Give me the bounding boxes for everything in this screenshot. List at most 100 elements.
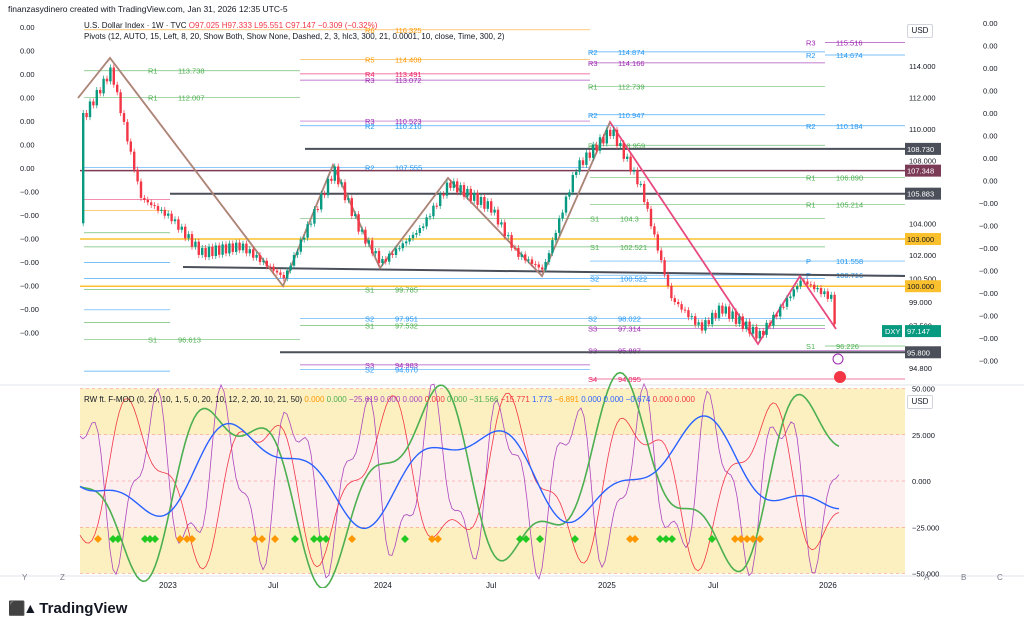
zigzag-green[interactable] bbox=[77, 57, 611, 288]
candle-body[interactable] bbox=[751, 326, 755, 334]
candle-body[interactable] bbox=[252, 249, 255, 258]
candle-body[interactable] bbox=[282, 274, 285, 279]
candle-body[interactable] bbox=[296, 251, 299, 256]
signal-diamond[interactable] bbox=[708, 535, 716, 543]
candle-body[interactable] bbox=[615, 129, 619, 147]
candle-body[interactable] bbox=[255, 254, 258, 258]
candle-body[interactable] bbox=[646, 202, 649, 209]
signal-diamond[interactable] bbox=[316, 535, 324, 543]
candle-body[interactable] bbox=[622, 143, 625, 159]
price-badge[interactable] bbox=[905, 187, 941, 200]
candle-body[interactable] bbox=[476, 192, 479, 205]
candle-body[interactable] bbox=[235, 242, 238, 252]
signal-diamond[interactable] bbox=[668, 535, 676, 543]
signal-diamond[interactable] bbox=[571, 535, 579, 543]
candle-body[interactable] bbox=[173, 219, 177, 222]
candle-body[interactable] bbox=[231, 243, 234, 252]
candle-body[interactable] bbox=[238, 242, 241, 251]
candle-body[interactable] bbox=[503, 222, 506, 237]
candle-body[interactable] bbox=[636, 170, 639, 185]
candle-body[interactable] bbox=[136, 169, 139, 182]
symbol-badge[interactable] bbox=[882, 325, 902, 338]
candle-body[interactable] bbox=[139, 181, 143, 198]
candle-body[interactable] bbox=[347, 198, 350, 201]
signal-diamond[interactable] bbox=[743, 535, 751, 543]
candle-body[interactable] bbox=[588, 152, 591, 158]
candle-body[interactable] bbox=[316, 208, 319, 210]
candle-body[interactable] bbox=[313, 208, 316, 224]
candle-body[interactable] bbox=[568, 192, 571, 197]
candle-body[interactable] bbox=[92, 101, 95, 106]
candle-body[interactable] bbox=[299, 239, 302, 252]
candle-body[interactable] bbox=[799, 280, 802, 287]
candle-body[interactable] bbox=[605, 129, 608, 144]
signal-diamond[interactable] bbox=[141, 535, 149, 543]
signal-diamond[interactable] bbox=[348, 535, 356, 543]
candle-body[interactable] bbox=[456, 181, 459, 193]
candle-body[interactable] bbox=[160, 209, 163, 211]
candle-body[interactable] bbox=[670, 285, 673, 299]
candle-body[interactable] bbox=[823, 291, 826, 295]
candle-body[interactable] bbox=[432, 205, 435, 217]
candle-body[interactable] bbox=[789, 296, 792, 299]
candle-body[interactable] bbox=[190, 234, 194, 247]
candle-body[interactable] bbox=[554, 232, 557, 241]
candle-body[interactable] bbox=[721, 305, 724, 314]
candle-body[interactable] bbox=[449, 182, 452, 188]
candle-body[interactable] bbox=[442, 194, 445, 196]
candle-body[interactable] bbox=[632, 170, 636, 172]
signal-diamond[interactable] bbox=[626, 535, 634, 543]
range-button-z[interactable]: Z bbox=[60, 573, 65, 582]
candle-body[interactable] bbox=[452, 181, 455, 188]
candle-body[interactable] bbox=[575, 171, 578, 175]
currency-badge-oscillator[interactable]: USD bbox=[907, 395, 933, 409]
candle-body[interactable] bbox=[245, 243, 248, 254]
candle-body[interactable] bbox=[690, 316, 693, 318]
candle-body[interactable] bbox=[269, 266, 272, 268]
signal-diamond[interactable] bbox=[322, 535, 330, 543]
candle-body[interactable] bbox=[350, 198, 353, 216]
signal-diamond[interactable] bbox=[310, 535, 318, 543]
candle-body[interactable] bbox=[85, 113, 88, 118]
candle-body[interactable] bbox=[649, 208, 653, 227]
candle-body[interactable] bbox=[680, 304, 683, 310]
candle-body[interactable] bbox=[473, 192, 476, 201]
candle-body[interactable] bbox=[326, 178, 330, 196]
candle-body[interactable] bbox=[819, 288, 823, 295]
candle-body[interactable] bbox=[445, 182, 449, 196]
candle-body[interactable] bbox=[197, 241, 200, 255]
candle-body[interactable] bbox=[462, 185, 466, 197]
candle-body[interactable] bbox=[367, 240, 370, 244]
candle-body[interactable] bbox=[745, 321, 748, 329]
chart-container[interactable]: 114.000112.000110.000108.000106.000104.0… bbox=[0, 18, 1024, 588]
candle-body[interactable] bbox=[388, 253, 391, 262]
candle-body[interactable] bbox=[490, 201, 493, 213]
candle-body[interactable] bbox=[707, 320, 710, 325]
candle-body[interactable] bbox=[133, 151, 136, 170]
candle-body[interactable] bbox=[180, 226, 183, 230]
candle-body[interactable] bbox=[673, 298, 676, 303]
candle-body[interactable] bbox=[483, 196, 486, 209]
candle-body[interactable] bbox=[717, 305, 721, 318]
osc-line-green[interactable] bbox=[79, 371, 840, 588]
candle-body[interactable] bbox=[677, 302, 680, 305]
candle-body[interactable] bbox=[609, 129, 612, 137]
candle-body[interactable] bbox=[496, 209, 500, 225]
candle-body[interactable] bbox=[303, 237, 306, 240]
candle-body[interactable] bbox=[153, 205, 156, 207]
candle-body[interactable] bbox=[170, 213, 173, 222]
candle-body[interactable] bbox=[398, 248, 401, 250]
candle-body[interactable] bbox=[551, 240, 554, 254]
signal-diamond[interactable] bbox=[176, 535, 184, 543]
candle-body[interactable] bbox=[785, 298, 789, 307]
candle-body[interactable] bbox=[204, 247, 207, 258]
candle-body[interactable] bbox=[626, 156, 629, 159]
candle-body[interactable] bbox=[762, 330, 765, 335]
candle-body[interactable] bbox=[156, 206, 160, 211]
candle-body[interactable] bbox=[146, 199, 149, 203]
candle-body[interactable] bbox=[571, 174, 574, 193]
candle-body[interactable] bbox=[486, 201, 489, 209]
signal-diamond[interactable] bbox=[188, 535, 196, 543]
candle-body[interactable] bbox=[700, 322, 704, 331]
candle-body[interactable] bbox=[88, 101, 92, 118]
